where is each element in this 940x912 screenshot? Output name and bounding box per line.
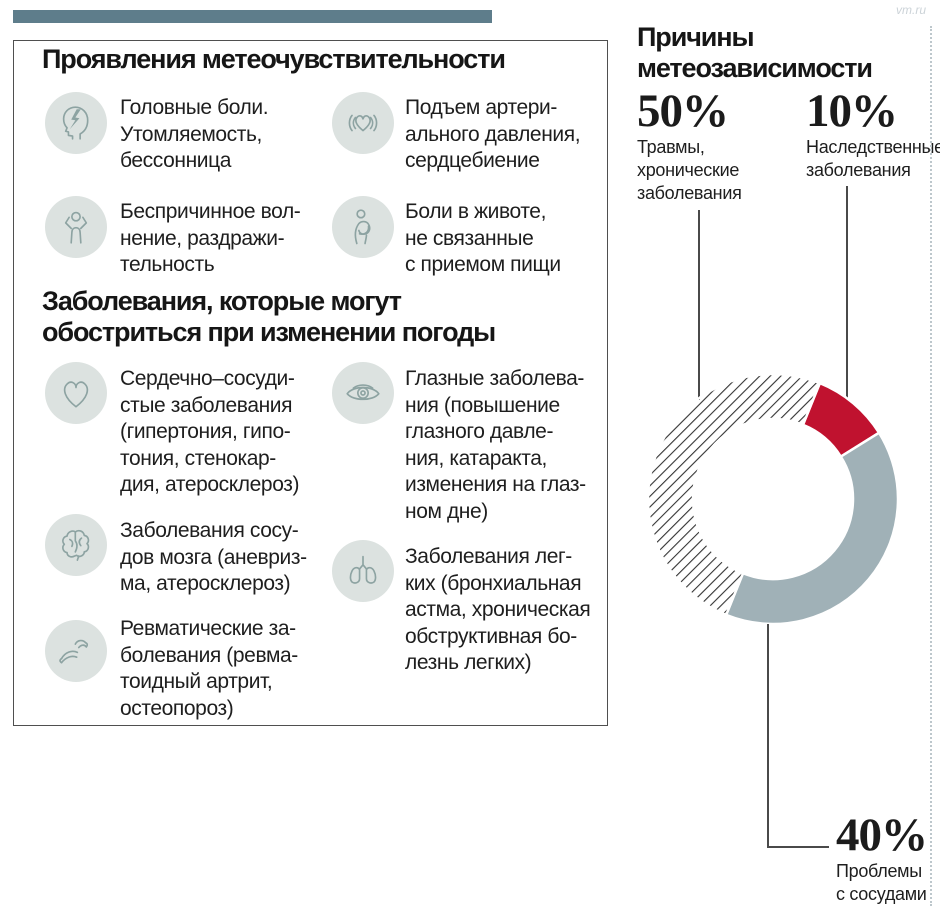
top-accent-bar (13, 10, 492, 23)
item-text: Заболевания лег- ких (бронхиальная астма… (405, 545, 591, 674)
right-dotted-border (930, 26, 932, 906)
eye-glyph (346, 384, 380, 401)
leader-line-10 (846, 186, 848, 400)
callout-40-label: Проблемы с сосудами (836, 861, 927, 904)
stomach-pain-glyph (354, 209, 371, 245)
callout-40-percent: 40% (836, 809, 928, 861)
item-text: Подъем артери- ального давления, сердцеб… (405, 96, 581, 172)
donut-segment-traumas (646, 372, 822, 617)
heart-glyph (63, 381, 89, 408)
leader-line-50 (698, 210, 700, 400)
item-text: Заболевания сосу- дов мозга (аневриз- ма… (120, 519, 307, 595)
item-text: Сердечно–сосуди- стые заболевания (гипер… (120, 367, 300, 496)
eye-icon (332, 362, 394, 424)
item-text: Ревматические за- болевания (ревма- тоид… (120, 617, 298, 720)
item-text: Беспричинное вол- нение, раздражи- тельн… (120, 200, 301, 276)
head-pain-icon (45, 92, 107, 154)
callout-50-percent: 50% (637, 85, 729, 137)
donut-segment-vessels (724, 431, 900, 626)
anxiety-person-icon (45, 196, 107, 258)
manifestations-title: Проявления метеочувствительности (42, 44, 506, 74)
joint-icon (45, 620, 107, 682)
heart-icon (45, 362, 107, 424)
callout-10-percent: 10% (806, 85, 898, 137)
lungs-icon (332, 540, 394, 602)
brain-icon (45, 514, 107, 576)
diseases-title: Заболевания, которые могут обостриться п… (42, 286, 496, 347)
callout-50-label: Травмы, хронические заболевания (637, 137, 742, 203)
watermark: vm.ru (896, 3, 926, 17)
callout-10-label: Наследственные заболевания (806, 137, 940, 180)
lungs-glyph (349, 555, 377, 584)
anxiety-person-glyph (64, 211, 88, 244)
stomach-pain-icon (332, 196, 394, 258)
joint-glyph (59, 639, 89, 664)
left-panel-frame (13, 40, 608, 726)
leader-line-40-horizontal (767, 846, 829, 848)
heart-palpitations-icon (332, 92, 394, 154)
brain-glyph (62, 529, 90, 561)
item-text: Глазные заболева- ния (повышение глазног… (405, 367, 586, 523)
item-text: Боли в животе, не связанные с приемом пи… (405, 200, 561, 276)
leader-line-40-vertical (767, 624, 769, 847)
item-text: Головные боли. Утомляемость, бессонница (120, 96, 269, 172)
causes-donut-chart (646, 372, 900, 626)
head-pain-glyph (62, 106, 89, 140)
heart-palpitations-glyph (348, 114, 378, 132)
causes-title: Причины метеозависимости (637, 22, 873, 83)
